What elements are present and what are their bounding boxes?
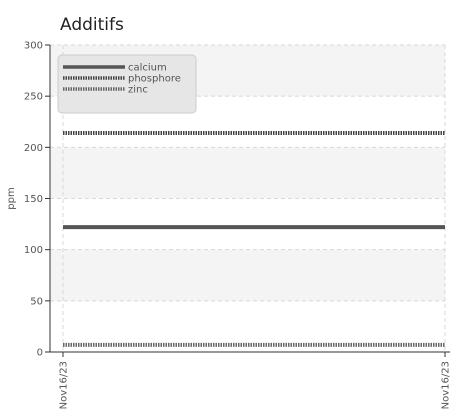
legend-label-phosphore: phosphore [128, 74, 181, 85]
plot-band [50, 147, 445, 199]
y-tick-label: 0 [37, 348, 43, 359]
y-tick-label: 250 [24, 92, 43, 103]
series-group [63, 131, 445, 347]
legend-box [57, 54, 197, 114]
y-tick-label: 50 [30, 296, 43, 307]
plot-band [50, 249, 445, 301]
x-axis-ticks: Nov16/23 Nov16/23 [59, 352, 452, 409]
plot-band [50, 198, 445, 250]
y-tick-label: 150 [24, 194, 43, 205]
y-axis-label: ppm [6, 187, 17, 209]
y-axis-ticks: 0 50 100 150 200 250 300 [24, 41, 50, 359]
chart-title: Additifs [60, 15, 124, 35]
plot-background [50, 45, 445, 352]
legend-label-zinc: zinc [128, 85, 148, 96]
x-tick-label: Nov16/23 [59, 361, 70, 409]
y-tick-label: 100 [24, 245, 43, 256]
y-tick-label: 200 [24, 143, 43, 154]
y-tick-label: 300 [24, 41, 43, 52]
x-tick-label: Nov16/23 [441, 361, 452, 409]
legend-label-calcium: calcium [128, 63, 167, 74]
